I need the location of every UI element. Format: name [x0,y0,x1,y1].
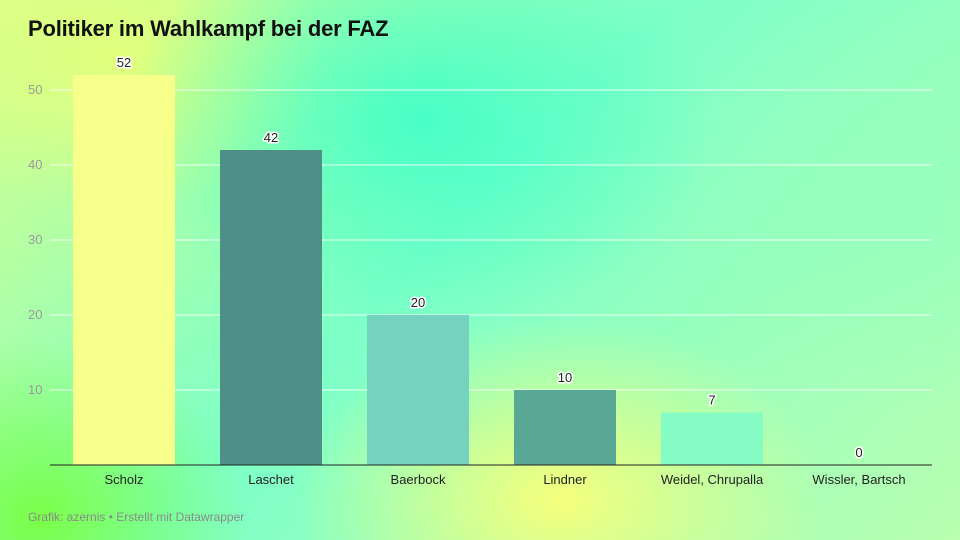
y-tick-label: 10 [28,382,42,397]
value-label: 10 [558,370,572,385]
value-label: 7 [708,393,715,408]
category-label: Weidel, Chrupalla [661,472,764,487]
bar [220,150,322,465]
category-label: Laschet [248,472,294,487]
y-tick-label: 40 [28,157,42,172]
category-label: Lindner [543,472,587,487]
value-label: 20 [411,295,425,310]
chart-footer: Grafik: azernis • Erstellt mit Datawrapp… [28,510,245,524]
bar [514,390,616,465]
category-label: Wissler, Bartsch [812,472,905,487]
bar [73,75,175,465]
y-tick-label: 30 [28,232,42,247]
category-label: Baerbock [391,472,446,487]
bar [661,412,763,465]
chart-title: Politiker im Wahlkampf bei der FAZ [28,16,389,41]
value-label: 52 [117,55,131,70]
category-label: Scholz [104,472,143,487]
y-tick-label: 50 [28,82,42,97]
labels: 10 20 30 40 50 52 Scholz 42 Laschet 20 Baerbock 10 L… [28,54,906,488]
bars [73,75,763,465]
gridlines [50,89,932,391]
y-tick-label: 20 [28,307,42,322]
value-label: 0 [855,445,862,460]
bar [367,315,469,465]
value-label: 42 [264,130,278,145]
